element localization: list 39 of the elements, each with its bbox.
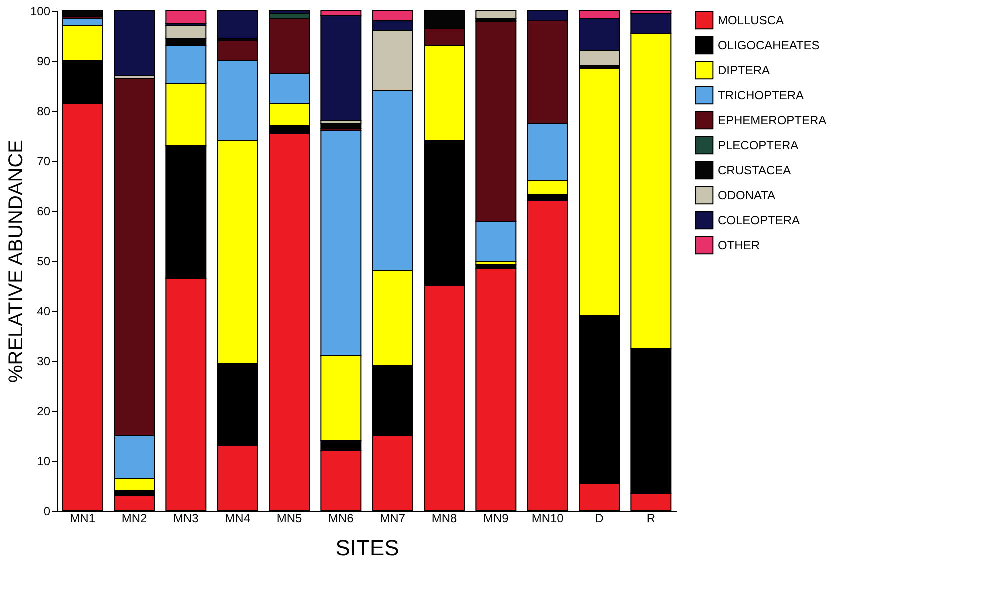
y-tick-label: 50 (37, 254, 51, 268)
legend-label: DIPTERA (718, 64, 770, 78)
legend-label: ODONATA (718, 188, 776, 202)
x-tick-label: MN8 (432, 512, 458, 526)
legend-label: CRUSTACEA (718, 164, 792, 178)
y-tick-label: 100 (30, 4, 51, 18)
y-tick-label: 40 (37, 304, 51, 318)
x-tick-label: D (595, 512, 604, 526)
legend-label: MOLLUSCA (718, 14, 784, 28)
y-axis-title: %RELATIVE ABUNDANCE (5, 140, 28, 384)
x-tick-label: MN3 (173, 512, 200, 526)
x-tick-label: MN1 (70, 512, 96, 526)
bar (114, 10, 155, 76)
y-tick-label: 70 (37, 154, 51, 168)
y-tick-label: 20 (37, 404, 51, 418)
x-tick-label: MN6 (328, 512, 354, 526)
x-tick-label: R (646, 512, 656, 526)
bar (217, 10, 258, 39)
y-tick-label: 0 (44, 504, 51, 518)
x-tick-label: MN2 (122, 512, 148, 526)
legend-label: OTHER (718, 238, 760, 252)
legend-label: EPHEMEROPTERA (718, 114, 827, 128)
legend-label: OLIGOCAHEATES (718, 38, 820, 52)
x-tick-label: MN9 (483, 512, 510, 526)
bar (476, 10, 517, 19)
x-tick-label: MN10 (532, 512, 564, 526)
x-tick-label: MN5 (276, 512, 302, 526)
y-tick-label: 30 (37, 354, 51, 368)
bar (166, 10, 207, 24)
legend-label: COLEOPTERA (718, 214, 800, 228)
y-tick-label: 60 (37, 204, 51, 218)
x-axis-title: SITES (336, 536, 400, 560)
y-tick-label: 90 (37, 54, 51, 68)
y-tick-label: 80 (37, 104, 51, 118)
legend-label: TRICHOPTERA (718, 88, 804, 102)
legend-label: PLECOPTERA (718, 138, 799, 152)
y-tick-label: 10 (37, 454, 51, 468)
x-tick-label: MN4 (225, 512, 251, 526)
x-tick-label: MN7 (380, 512, 406, 526)
